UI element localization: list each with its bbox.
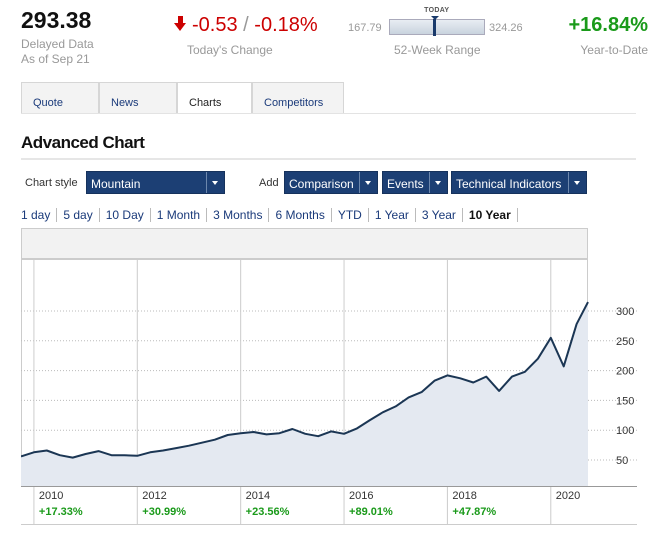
- tab-divider: [21, 113, 636, 114]
- chevron-down-icon: [206, 172, 224, 193]
- x-tick-label: 2012: [142, 490, 167, 502]
- y-tick-label: 100: [616, 425, 634, 437]
- range-10-day[interactable]: 10 Day: [100, 208, 151, 222]
- tab-news[interactable]: News: [99, 82, 177, 113]
- ytd-label: Year-to-Date: [580, 43, 648, 57]
- range-3-months[interactable]: 3 Months: [207, 208, 270, 222]
- x-tick-label: 2010: [38, 490, 64, 502]
- x-tick-label: 2020: [555, 490, 581, 502]
- as-of-date: As of Sep 21: [21, 52, 90, 66]
- period-return: +23.56%: [245, 506, 290, 518]
- x-tick-label: 2016: [349, 490, 374, 502]
- chevron-down-icon: [359, 172, 377, 193]
- ytd-change: +16.84%: [568, 14, 648, 36]
- range-high: 324.26: [489, 22, 523, 34]
- comparison-dropdown[interactable]: Comparison: [284, 171, 378, 194]
- events-label: Events: [387, 177, 424, 191]
- range-5-day[interactable]: 5 day: [57, 208, 100, 222]
- price-chart[interactable]: 300 250 200 150 100 50 2010 +17.33% 2012 +30.99%…: [21, 228, 637, 525]
- add-label: Add: [259, 177, 279, 189]
- range-1-year[interactable]: 1 Year: [369, 208, 416, 222]
- y-tick-label: 150: [616, 395, 634, 407]
- tab-competitors[interactable]: Competitors: [252, 82, 344, 113]
- todays-change-label: Today's Change: [187, 43, 273, 57]
- down-arrow-icon: [174, 16, 186, 32]
- y-tick-label: 200: [616, 366, 634, 378]
- technical-indicators-label: Technical Indicators: [456, 177, 562, 191]
- y-tick-label: 250: [616, 336, 634, 348]
- tab-bar: Quote News Charts Competitors: [21, 82, 344, 113]
- range-10-year[interactable]: 10 Year: [463, 208, 518, 222]
- range-low: 167.79: [348, 22, 382, 34]
- period-return: +89.01%: [349, 506, 393, 518]
- change-separator: /: [243, 14, 249, 36]
- chevron-down-icon: [429, 172, 447, 193]
- chart-style-value: Mountain: [91, 177, 141, 191]
- y-tick-label: 300: [616, 306, 634, 318]
- change-percent: -0.18%: [254, 14, 318, 36]
- todays-change: -0.53 / -0.18%: [174, 14, 318, 37]
- comparison-label: Comparison: [289, 177, 354, 191]
- chart-header-strip: [21, 228, 588, 259]
- chart-style-label: Chart style: [25, 177, 78, 189]
- x-tick-label: 2014: [245, 490, 271, 502]
- technical-indicators-dropdown[interactable]: Technical Indicators: [451, 171, 587, 194]
- range-selector: 1 day 5 day 10 Day 1 Month 3 Months 6 Mo…: [21, 208, 518, 222]
- chart-canvas: 300 250 200 150 100 50: [21, 259, 637, 525]
- range-label: 52-Week Range: [394, 43, 481, 57]
- last-price: 293.38: [21, 7, 92, 33]
- tab-quote[interactable]: Quote: [21, 82, 99, 113]
- today-label: TODAY: [424, 7, 450, 14]
- range-ytd[interactable]: YTD: [332, 208, 369, 222]
- events-dropdown[interactable]: Events: [382, 171, 448, 194]
- period-return: +30.99%: [142, 506, 187, 518]
- delayed-data-label: Delayed Data: [21, 37, 94, 51]
- range-6-months[interactable]: 6 Months: [269, 208, 332, 222]
- range-1-day[interactable]: 1 day: [21, 208, 58, 222]
- range-3-year[interactable]: 3 Year: [416, 208, 463, 222]
- tab-charts[interactable]: Charts: [177, 82, 252, 113]
- title-divider: [21, 158, 636, 160]
- x-tick-label: 2018: [452, 490, 477, 502]
- period-return: +47.87%: [452, 506, 497, 518]
- change-value: -0.53: [192, 14, 238, 36]
- price-line: [21, 301, 589, 459]
- section-title: Advanced Chart: [21, 133, 145, 152]
- range-1-month[interactable]: 1 Month: [151, 208, 208, 222]
- mountain-fill: [21, 302, 588, 486]
- period-return: +17.33%: [38, 506, 83, 518]
- today-marker: [431, 16, 440, 36]
- chart-style-dropdown[interactable]: Mountain: [86, 171, 225, 194]
- chevron-down-icon: [568, 172, 586, 193]
- y-tick-label: 50: [616, 455, 628, 467]
